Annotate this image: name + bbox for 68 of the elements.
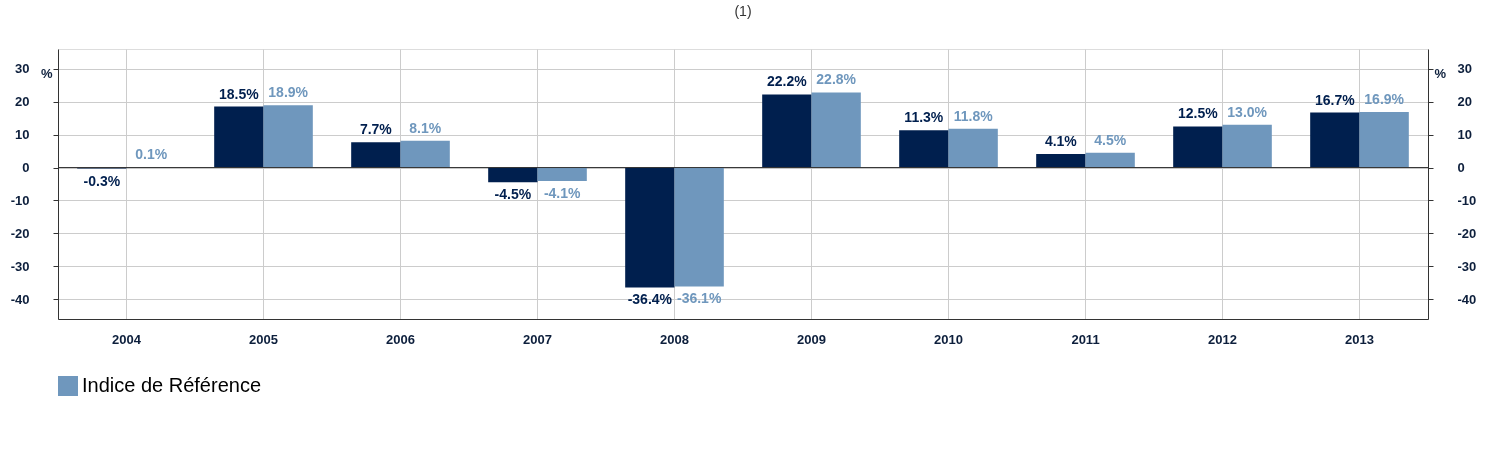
bar — [1222, 124, 1272, 168]
x-tick-label: 2011 — [1071, 331, 1100, 347]
x-tick-label: 2008 — [660, 331, 689, 347]
bar — [625, 167, 675, 288]
data-label: 12.5% — [1177, 105, 1219, 122]
data-label: -0.3% — [83, 172, 121, 189]
x-tick-label: 2004 — [112, 331, 142, 347]
y-tick-label: -20 — [10, 225, 30, 241]
y2-tick-label: 10 — [1457, 127, 1472, 143]
y-tick-label: 30 — [15, 61, 30, 77]
x-tick-label: 2009 — [797, 331, 826, 347]
y2-tick-label: -30 — [1457, 258, 1477, 274]
y-axis-title: % — [40, 66, 53, 82]
data-label: 18.9% — [268, 84, 309, 101]
y2-tick-label: -40 — [1457, 291, 1477, 307]
x-tick-label: 2013 — [1345, 331, 1374, 347]
bar — [537, 167, 587, 182]
data-label: 11.8% — [953, 107, 994, 124]
data-label: 8.1% — [409, 119, 442, 136]
data-label: 22.8% — [816, 71, 857, 88]
text: (1) — [734, 3, 752, 19]
data-label: 16.7% — [1314, 91, 1356, 108]
y-tick-label: -10 — [10, 192, 30, 208]
data-label: 7.7% — [359, 121, 393, 138]
y-tick-label: 20 — [15, 94, 30, 110]
bar — [1085, 152, 1135, 168]
data-label: -36.1% — [676, 290, 722, 307]
bar — [762, 94, 812, 168]
bar — [1173, 126, 1223, 168]
data-label: 18.5% — [218, 85, 260, 102]
x-tick-label: 2005 — [249, 331, 278, 347]
legend-label: Indice de Référence — [82, 374, 262, 396]
data-label: 13.0% — [1227, 103, 1268, 120]
bar — [1036, 154, 1086, 168]
x-tick-label: 2012 — [1208, 331, 1237, 347]
y2-axis-title: % — [1434, 66, 1447, 82]
bar — [400, 140, 450, 168]
data-label: -4.1% — [543, 185, 581, 202]
bar — [1359, 111, 1409, 168]
bar — [948, 128, 998, 168]
bar — [488, 167, 538, 183]
bar — [1310, 112, 1360, 168]
y-tick-label: -40 — [10, 291, 30, 307]
y-tick-label: 0 — [22, 160, 30, 176]
data-label: 16.9% — [1364, 90, 1405, 107]
bar — [811, 92, 861, 168]
data-label: 4.1% — [1044, 133, 1078, 150]
y2-tick-label: 20 — [1457, 94, 1472, 110]
bar — [899, 130, 949, 168]
data-label: 0.1% — [135, 146, 168, 163]
data-label: 11.3% — [904, 109, 944, 126]
y2-tick-label: 0 — [1457, 160, 1465, 176]
y2-tick-label: -10 — [1457, 192, 1477, 208]
y-tick-label: 10 — [15, 127, 30, 143]
y-tick-label: -30 — [10, 258, 30, 274]
data-label: 4.5% — [1094, 131, 1127, 148]
x-tick-label: 2007 — [523, 331, 552, 347]
bar — [351, 142, 401, 168]
bar — [214, 106, 264, 168]
data-label: 22.2% — [766, 73, 808, 90]
y2-tick-label: 30 — [1457, 61, 1472, 77]
x-tick-label: 2010 — [934, 331, 963, 347]
data-label: -36.4% — [627, 291, 673, 308]
data-label: -4.5% — [494, 186, 532, 203]
bar — [674, 167, 724, 287]
y2-tick-label: -20 — [1457, 225, 1477, 241]
x-tick-label: 2006 — [386, 331, 415, 347]
bar — [263, 105, 313, 168]
